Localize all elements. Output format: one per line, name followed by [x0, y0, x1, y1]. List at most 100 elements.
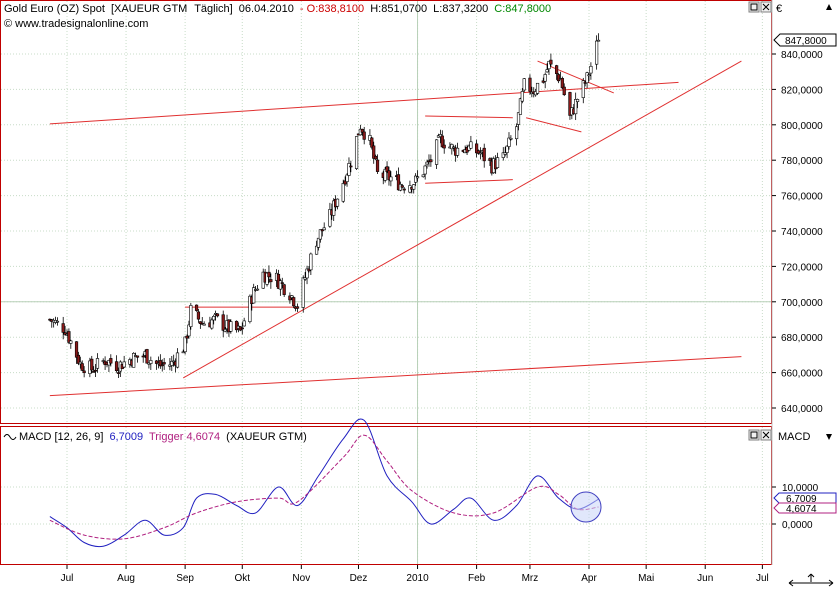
candle	[478, 152, 483, 155]
candle	[314, 245, 319, 255]
candle	[175, 352, 180, 368]
trendline	[425, 115, 513, 119]
candle	[74, 341, 79, 358]
candle	[434, 139, 439, 165]
candle	[414, 175, 418, 183]
macd-series	[49, 418, 599, 548]
svg-text:MACD [12, 26, 9] 6,7009: MACD [12, 26, 9] 6,7009 Trigger 4,6074 (…	[19, 431, 307, 443]
candle	[158, 360, 162, 367]
candle	[549, 59, 553, 65]
candle	[316, 237, 321, 248]
candle	[267, 271, 271, 278]
open-value: - O:838,8100	[300, 3, 364, 15]
candle	[328, 209, 332, 227]
candle	[374, 155, 378, 160]
svg-text:Gold Euro (OZ) Spot [XAUEU: Gold Euro (OZ) Spot [XAUEUR GTM Täglich]…	[4, 3, 551, 15]
candle	[488, 158, 492, 161]
price-panel-maximize-button[interactable]	[748, 1, 760, 13]
candle	[255, 288, 260, 291]
candle	[278, 280, 282, 290]
candle	[305, 268, 309, 279]
candle	[141, 355, 145, 358]
candle	[400, 185, 404, 188]
trendline	[182, 60, 742, 379]
price-tick-label: 680,0000	[781, 333, 823, 344]
candle	[543, 74, 547, 82]
candle	[189, 305, 193, 327]
macd-panel-close-button[interactable]	[760, 429, 772, 441]
candle	[495, 157, 500, 168]
candle	[242, 320, 246, 327]
candle	[154, 360, 159, 364]
candle	[67, 331, 71, 343]
candle	[568, 92, 572, 116]
candle	[555, 65, 559, 75]
candle	[421, 174, 425, 178]
candle	[587, 74, 591, 77]
price-panel-close-button[interactable]	[760, 1, 772, 13]
time-tick-label: Sep	[176, 573, 194, 584]
candle	[596, 39, 601, 42]
candle	[547, 60, 551, 70]
macd-badge-text: 6,7009	[786, 494, 817, 505]
candle	[482, 147, 486, 162]
time-tick-label: 2010	[406, 573, 429, 584]
candle	[332, 200, 336, 216]
price-panel-frame	[0, 0, 772, 424]
candle	[509, 137, 513, 140]
trigger-line	[49, 434, 599, 540]
candle	[122, 361, 126, 368]
candle	[402, 188, 406, 191]
candle	[320, 229, 324, 232]
time-axis-labels: Jul Aug Sep Okt Nov Dez 2010 Feb Mrz Apr Mai Jun Jul	[61, 565, 769, 584]
candle	[345, 174, 349, 182]
candle	[162, 362, 166, 365]
trendline	[49, 356, 742, 397]
trigger-badge-text: 4,6074	[786, 504, 817, 515]
candle	[455, 147, 460, 156]
candle	[114, 361, 119, 372]
candle	[450, 144, 454, 150]
candle	[442, 144, 446, 149]
macd-tick-label: 0,0000	[782, 520, 813, 531]
candle	[362, 131, 366, 140]
price-grid	[1, 1, 771, 423]
candle	[223, 329, 227, 332]
candle	[535, 82, 540, 94]
candle	[78, 361, 82, 365]
price-tick-label: 740,0000	[781, 227, 823, 238]
candle	[240, 327, 244, 330]
candle	[341, 183, 345, 202]
candle	[349, 165, 353, 168]
candle	[318, 229, 322, 240]
candle	[575, 99, 580, 102]
timeline-scroll-control[interactable]	[788, 573, 834, 587]
candle	[234, 320, 239, 331]
macd-axis-scroll-button[interactable]	[826, 434, 832, 440]
candle	[354, 136, 359, 169]
close-value: C:847,8000	[494, 3, 551, 15]
candle	[375, 159, 380, 172]
trendline	[526, 117, 582, 133]
price-tick-label: 720,0000	[781, 262, 823, 273]
candle	[541, 80, 545, 83]
candle	[55, 320, 60, 323]
candle	[202, 323, 206, 326]
candle	[372, 145, 376, 159]
candle	[516, 112, 521, 125]
candle	[265, 272, 269, 285]
macd-panel-maximize-button[interactable]	[748, 429, 760, 441]
time-tick-label: Dez	[350, 573, 368, 584]
candle	[585, 72, 589, 84]
time-tick-label: Nov	[292, 573, 310, 584]
price-tick-label: 700,0000	[781, 298, 823, 309]
candle	[215, 313, 220, 317]
candle	[505, 145, 509, 153]
axis-scroll-up-button[interactable]	[826, 4, 832, 10]
time-tick-label: Jun	[697, 573, 713, 584]
candle	[196, 311, 201, 320]
time-tick-label: Mrz	[522, 573, 539, 584]
candle	[198, 321, 202, 324]
candle	[574, 99, 578, 115]
